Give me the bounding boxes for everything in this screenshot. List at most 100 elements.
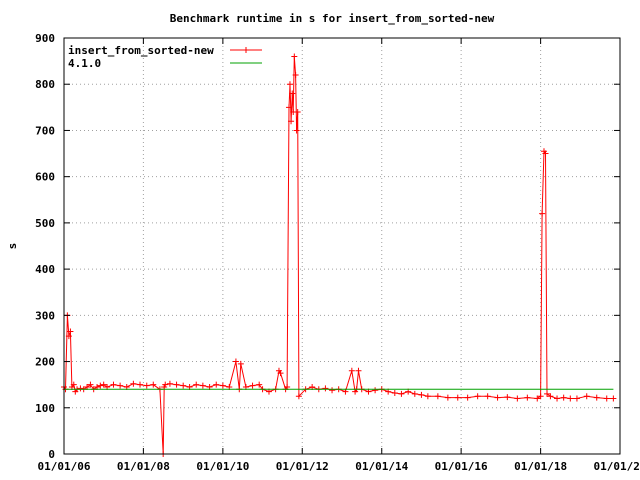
data-point	[454, 394, 461, 401]
x-axis: 01/01/06 01/01/08 01/01/10 01/01/12 01/01/14…	[38, 38, 640, 473]
data-point	[289, 90, 296, 97]
data-point	[292, 71, 299, 78]
series-layer	[61, 53, 617, 457]
data-point	[504, 394, 511, 401]
data-point	[398, 390, 405, 397]
data-point	[288, 118, 295, 125]
data-point	[291, 53, 298, 60]
x-tick-label: 01/01/14	[355, 460, 408, 473]
x-tick-label: 01/01/20	[594, 460, 640, 473]
data-point	[514, 395, 521, 402]
y-tick-label: 600	[35, 171, 55, 184]
y-tick-label: 0	[48, 448, 55, 461]
data-point	[424, 393, 431, 400]
data-point	[537, 393, 544, 400]
data-point	[547, 393, 554, 400]
data-point	[277, 370, 284, 377]
data-point	[603, 395, 610, 402]
plot-frame	[63, 37, 621, 455]
data-point	[77, 385, 84, 392]
data-point	[372, 387, 379, 394]
data-point	[150, 381, 157, 388]
y-axis-label: s	[6, 243, 19, 250]
data-point	[65, 333, 72, 340]
legend-marker	[243, 47, 249, 53]
data-point	[100, 381, 107, 388]
data-point	[180, 382, 187, 389]
data-point	[97, 382, 104, 389]
data-point	[70, 381, 77, 388]
data-point	[355, 367, 362, 374]
data-point	[434, 393, 441, 400]
data-point	[110, 381, 117, 388]
data-point	[554, 395, 561, 402]
data-point	[219, 382, 226, 389]
data-point	[294, 108, 301, 115]
data-point	[143, 382, 150, 389]
x-tick-label: 01/01/16	[435, 460, 488, 473]
data-point	[67, 328, 74, 335]
x-tick-label: 01/01/06	[38, 460, 91, 473]
y-tick-label: 900	[35, 32, 55, 45]
y-tick-label: 100	[35, 402, 55, 415]
data-point	[295, 393, 302, 400]
data-point	[293, 127, 300, 134]
x-tick-label: 01/01/18	[514, 460, 567, 473]
data-point	[87, 381, 94, 388]
data-point	[232, 358, 239, 365]
y-axis: 0 100 200 300 400 500 600 700 800 900	[35, 32, 620, 461]
data-point	[322, 385, 329, 392]
data-point	[137, 381, 144, 388]
data-point	[117, 382, 124, 389]
y-tick-label: 200	[35, 356, 55, 369]
data-point	[583, 393, 590, 400]
data-point	[213, 381, 220, 388]
data-point	[542, 150, 549, 157]
gridlines	[64, 38, 620, 454]
data-point	[494, 394, 501, 401]
data-point	[162, 381, 169, 388]
legend-label: insert_from_sorted-new	[68, 44, 214, 57]
data-point	[534, 395, 541, 402]
x-tick-label: 01/01/08	[117, 460, 170, 473]
data-point	[329, 387, 336, 394]
data-point	[464, 394, 471, 401]
data-point	[193, 381, 200, 388]
data-point	[411, 390, 418, 397]
data-point	[560, 394, 567, 401]
data-point	[418, 391, 425, 398]
data-point	[567, 395, 574, 402]
data-point	[444, 394, 451, 401]
data-point	[539, 210, 546, 217]
x-tick-label: 01/01/10	[196, 460, 249, 473]
y-tick-label: 700	[35, 124, 55, 137]
data-point	[391, 389, 398, 396]
data-point	[524, 394, 531, 401]
data-point	[593, 394, 600, 401]
y-tick-label: 300	[35, 309, 55, 322]
data-point	[348, 367, 355, 374]
y-tick-label: 400	[35, 263, 55, 276]
data-point	[610, 395, 617, 402]
data-point	[237, 360, 244, 367]
data-point	[484, 393, 491, 400]
data-point	[285, 104, 292, 111]
data-point	[474, 393, 481, 400]
data-point	[199, 382, 206, 389]
x-tick-label: 01/01/12	[276, 460, 329, 473]
y-tick-label: 800	[35, 78, 55, 91]
data-point	[173, 381, 180, 388]
legend-label: 4.1.0	[68, 57, 101, 70]
data-point	[249, 382, 256, 389]
y-tick-label: 500	[35, 217, 55, 230]
data-point	[544, 390, 551, 397]
data-point	[286, 81, 293, 88]
data-point	[130, 380, 137, 387]
chart-title: Benchmark runtime in s for insert_from_s…	[170, 12, 495, 25]
data-point	[573, 395, 580, 402]
data-point	[166, 380, 173, 387]
data-point	[256, 381, 263, 388]
